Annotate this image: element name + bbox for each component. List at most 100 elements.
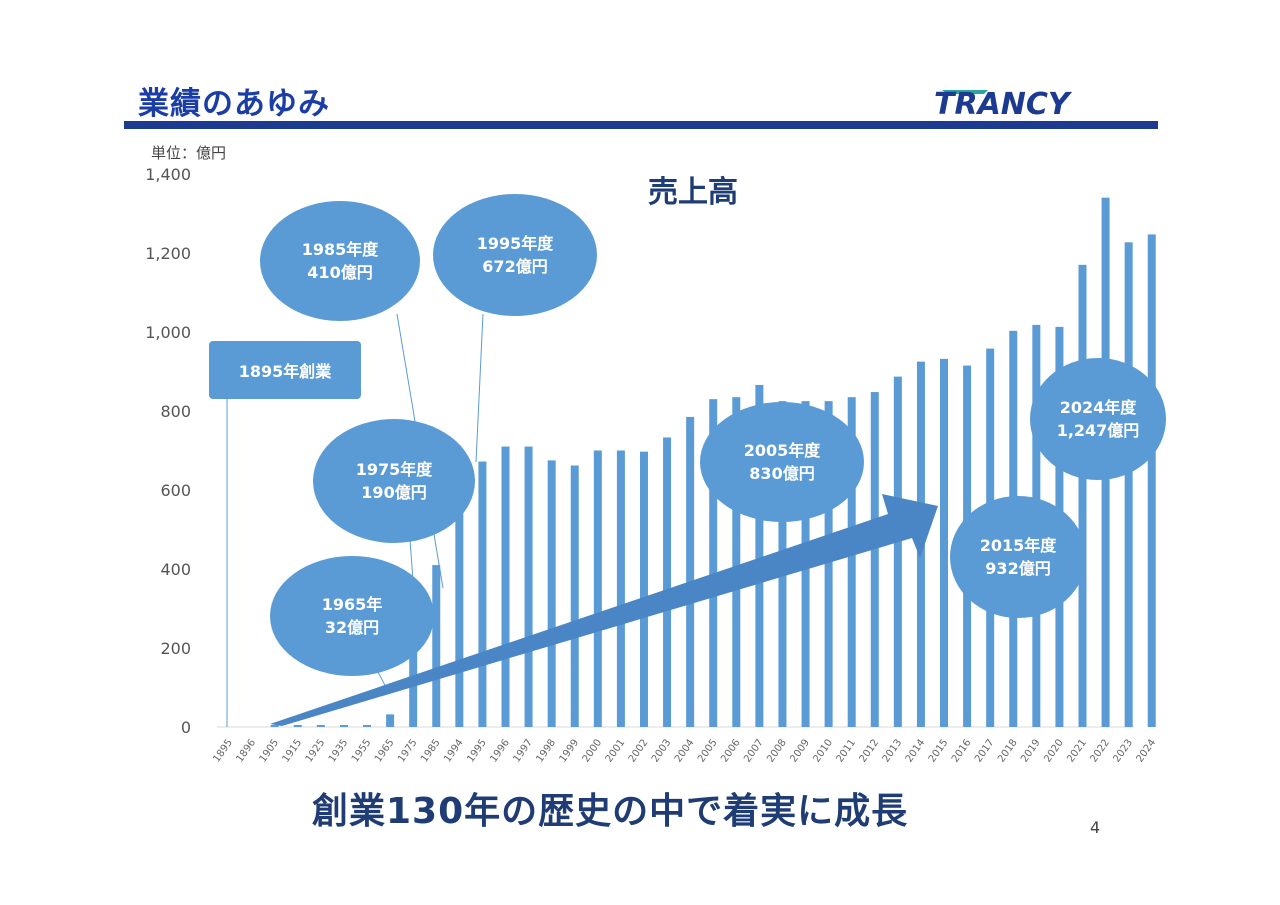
x-tick-label: 2020	[1042, 737, 1066, 764]
x-tick-label: 2022	[1088, 737, 1112, 764]
x-tick-label: 1998	[535, 737, 559, 764]
x-tick-label: 2019	[1019, 737, 1043, 764]
x-tick-label: 2023	[1112, 737, 1136, 764]
bubble-1995: 1995年度 672億円	[433, 194, 597, 316]
bubble-1975-value: 190億円	[361, 483, 427, 502]
leader-1975	[409, 539, 414, 581]
x-tick-label: 2012	[858, 737, 882, 764]
bar-2010	[824, 401, 833, 727]
bar-2013	[893, 376, 902, 727]
x-tick-label: 1997	[511, 737, 535, 764]
bar-1975	[409, 651, 418, 727]
y-tick-label: 0	[181, 718, 191, 737]
leader-1995	[475, 313, 484, 463]
x-tick-label: 1999	[558, 737, 582, 764]
x-tick-label: 2000	[581, 737, 605, 764]
x-tick-label: 2016	[950, 737, 974, 764]
bubble-2024-year: 2024年度	[1059, 398, 1137, 417]
bubble-1965-value: 32億円	[324, 618, 380, 637]
x-tick-label: 1895	[211, 737, 235, 764]
bar-2007	[755, 384, 764, 727]
x-tick-label: 1925	[304, 737, 328, 764]
x-tick-label: 2017	[973, 737, 997, 764]
x-tick-label: 2024	[1135, 737, 1159, 764]
bar-2001	[616, 450, 625, 727]
title-underline	[124, 121, 1158, 129]
bar-2024	[1147, 234, 1156, 727]
bubble-1985-year: 1985年度	[301, 240, 379, 259]
bar-2023	[1124, 242, 1133, 727]
x-tick-label: 1996	[488, 737, 512, 764]
x-tick-label: 1896	[234, 737, 258, 764]
x-tick-label: 1994	[442, 737, 466, 764]
x-tick-label: 2010	[811, 737, 835, 764]
bar-1998	[547, 460, 556, 727]
x-tick-label: 2009	[788, 737, 812, 764]
bar-2012	[870, 392, 879, 727]
x-tick-label: 2018	[996, 737, 1020, 764]
bar-1994	[455, 490, 464, 727]
x-tick-label: 2015	[927, 737, 951, 764]
bubble-1995-year: 1995年度	[476, 234, 554, 253]
bar-2002	[639, 451, 648, 727]
bar-1905	[270, 725, 279, 727]
bubble-1965-year: 1965年	[321, 595, 383, 614]
x-tick-label: 2002	[627, 737, 651, 764]
x-tick-label: 1985	[419, 737, 443, 764]
bubble-2024: 2024年度 1,247億円	[1030, 358, 1166, 480]
bubble-2005-year: 2005年度	[743, 441, 821, 460]
x-tick-label: 2021	[1065, 737, 1089, 764]
x-tick-label: 1965	[373, 737, 397, 764]
x-tick-label: 2013	[881, 737, 905, 764]
x-axis: 1895 1896 1905 1915 1925 1935 1955 1965 1975 1985…	[211, 737, 1158, 764]
founding-label: 1895年創業	[209, 341, 361, 399]
bubble-1985: 1985年度 410億円	[260, 201, 420, 321]
x-tick-label: 2008	[765, 737, 789, 764]
unit-label: 単位：億円	[151, 144, 227, 162]
page-title: 業績のあゆみ	[138, 86, 330, 122]
bar-2006	[732, 397, 741, 727]
bubble-2015-year: 2015年度	[979, 536, 1057, 555]
bubble-1985-value: 410億円	[307, 263, 373, 282]
growth-arrow	[270, 494, 938, 726]
bubble-1975-year: 1975年度	[355, 460, 433, 479]
bar-1915	[293, 725, 302, 727]
x-tick-label: 2004	[673, 737, 697, 764]
bubble-2005: 2005年度 830億円	[700, 402, 864, 522]
bar-1995	[478, 461, 487, 727]
bar-1955	[363, 725, 372, 727]
logo-text: TRANCY	[934, 87, 1073, 122]
trancy-logo: TRANCY	[934, 87, 1073, 122]
bar-1997	[524, 446, 533, 727]
bar-1985	[432, 565, 441, 727]
x-tick-label: 2014	[904, 737, 928, 764]
bar-1996	[501, 446, 510, 727]
bar-2000	[593, 450, 602, 727]
bar-1925	[316, 725, 325, 727]
bar-2003	[663, 437, 672, 727]
x-tick-label: 1995	[465, 737, 489, 764]
bar-2005	[709, 399, 718, 727]
y-tick-label: 1,000	[145, 323, 191, 342]
x-tick-label: 2001	[604, 737, 628, 764]
x-tick-label: 2005	[696, 737, 720, 764]
bar-1965	[386, 714, 395, 727]
x-tick-label: 2006	[719, 737, 743, 764]
footer-caption: 創業130年の歴史の中で着実に成長	[312, 791, 909, 832]
x-tick-label: 1935	[327, 737, 351, 764]
chart-title: 売上高	[648, 175, 738, 210]
x-tick-label: 1955	[350, 737, 374, 764]
bubble-2024-value: 1,247億円	[1056, 421, 1140, 440]
bar-2021	[1078, 264, 1087, 727]
bubble-1975: 1975年度 190億円	[313, 419, 475, 543]
bar-2011	[847, 397, 856, 727]
bar-2015	[940, 358, 949, 727]
bar-1999	[570, 465, 579, 727]
y-tick-label: 200	[160, 639, 191, 658]
y-tick-label: 1,400	[145, 165, 191, 184]
bar-1935	[339, 725, 348, 727]
x-tick-label: 2011	[835, 737, 859, 764]
page-number: 4	[1090, 818, 1101, 837]
bubble-1995-value: 672億円	[482, 257, 548, 276]
